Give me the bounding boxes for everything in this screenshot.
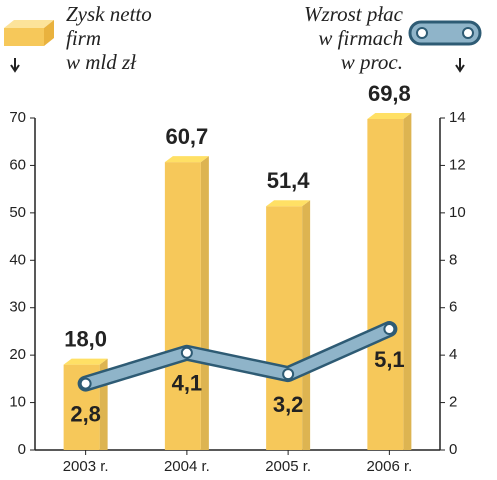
- line-value-label: 5,1: [374, 347, 405, 372]
- y-tick-label: 70: [9, 109, 26, 126]
- y-tick-label: 0: [18, 441, 26, 458]
- y-tick-label: 10: [9, 394, 26, 411]
- bar-front: [367, 118, 404, 450]
- y2-tick-label: 4: [449, 346, 457, 363]
- line-point: [383, 323, 396, 336]
- legend-dot: [416, 27, 428, 39]
- bar: [367, 112, 412, 450]
- bar-front: [266, 206, 303, 450]
- x-tick-label: 2005 r.: [265, 458, 311, 475]
- y-tick-label: 40: [9, 251, 26, 268]
- y2-tick-label: 0: [449, 441, 457, 458]
- bar-top: [266, 200, 311, 207]
- legend-bar-label: Zysk netto firm w mld zł: [66, 2, 152, 74]
- legend-bar-side: [44, 20, 54, 46]
- x-tick-label: 2006 r.: [366, 458, 412, 475]
- bar: [164, 156, 209, 450]
- line-point: [180, 346, 193, 359]
- y-tick-label: 50: [9, 204, 26, 221]
- line-point: [79, 377, 92, 390]
- line-value-label: 3,2: [273, 392, 304, 417]
- legend-bar-top: [4, 20, 54, 28]
- bar-value-label: 18,0: [64, 326, 107, 351]
- bar-top: [367, 112, 412, 119]
- x-tick-label: 2004 r.: [164, 458, 210, 475]
- line-value-label: 4,1: [172, 371, 203, 396]
- y-tick-label: 20: [9, 346, 26, 363]
- y-tick-label: 60: [9, 156, 26, 173]
- line-value-label: 2,8: [70, 401, 101, 426]
- legend-dot: [462, 27, 474, 39]
- y2-tick-label: 6: [449, 299, 457, 316]
- bar-value-label: 60,7: [165, 124, 208, 149]
- bar-side: [403, 112, 412, 450]
- y2-tick-label: 10: [449, 204, 466, 221]
- legend-arrow: [455, 58, 465, 73]
- legend-arrow: [10, 58, 20, 73]
- bar-side: [302, 200, 311, 450]
- y-tick-label: 30: [9, 299, 26, 316]
- bar-front: [164, 162, 201, 450]
- bar-value-label: 69,8: [368, 81, 411, 106]
- y2-tick-label: 12: [449, 156, 466, 173]
- legend-line-icon: [408, 20, 482, 46]
- legend-icons: [4, 20, 482, 73]
- legend-bar-front: [4, 28, 44, 46]
- line: [80, 323, 395, 390]
- y2-tick-label: 8: [449, 251, 457, 268]
- y2-tick-label: 14: [449, 109, 466, 126]
- bar-top: [63, 358, 108, 365]
- legend-line-label: Wzrost płac w firmach w proc.: [304, 2, 403, 74]
- y2-tick-label: 2: [449, 394, 457, 411]
- line-point: [282, 368, 295, 381]
- x-tick-label: 2003 r.: [63, 458, 109, 475]
- bar-value-label: 51,4: [267, 168, 311, 193]
- bar-top: [164, 156, 209, 163]
- bar-side: [200, 156, 209, 450]
- bar: [266, 200, 311, 450]
